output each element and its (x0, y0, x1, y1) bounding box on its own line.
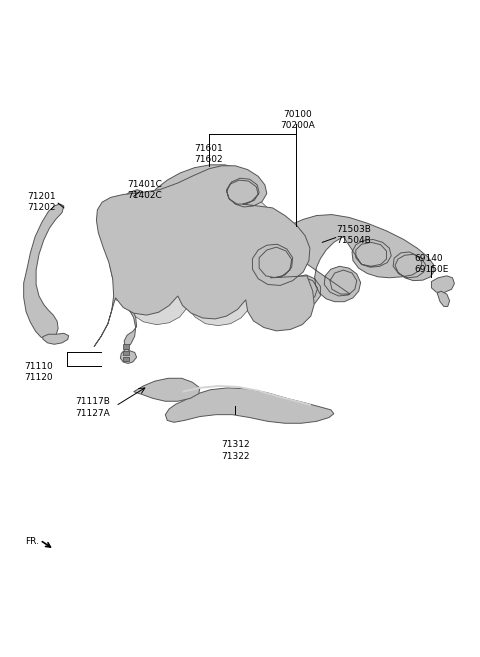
Text: 71601
71602: 71601 71602 (194, 144, 223, 164)
Polygon shape (123, 351, 129, 355)
Text: 71401C
71402C: 71401C 71402C (128, 179, 162, 200)
Text: 71503B
71504B: 71503B 71504B (336, 225, 371, 245)
Polygon shape (168, 206, 230, 242)
Polygon shape (277, 215, 434, 307)
Polygon shape (94, 166, 314, 347)
Polygon shape (165, 388, 334, 423)
Polygon shape (182, 385, 311, 406)
Text: 70100
70200A: 70100 70200A (280, 110, 315, 130)
Polygon shape (123, 357, 129, 361)
Polygon shape (165, 202, 229, 231)
Text: 71110
71120: 71110 71120 (24, 361, 53, 382)
Polygon shape (432, 276, 455, 292)
Polygon shape (102, 166, 305, 327)
Polygon shape (43, 333, 69, 344)
Text: 71117B
71127A: 71117B 71127A (75, 397, 110, 417)
Text: FR.: FR. (24, 537, 38, 546)
Polygon shape (147, 165, 255, 224)
Polygon shape (123, 344, 129, 349)
Polygon shape (163, 203, 228, 236)
Polygon shape (24, 204, 64, 340)
Text: 71312
71322: 71312 71322 (221, 440, 250, 461)
Polygon shape (134, 378, 200, 401)
Polygon shape (105, 190, 144, 363)
Polygon shape (437, 291, 450, 306)
Text: 69140
69150E: 69140 69150E (415, 254, 449, 274)
Text: 71201
71202: 71201 71202 (27, 192, 56, 212)
